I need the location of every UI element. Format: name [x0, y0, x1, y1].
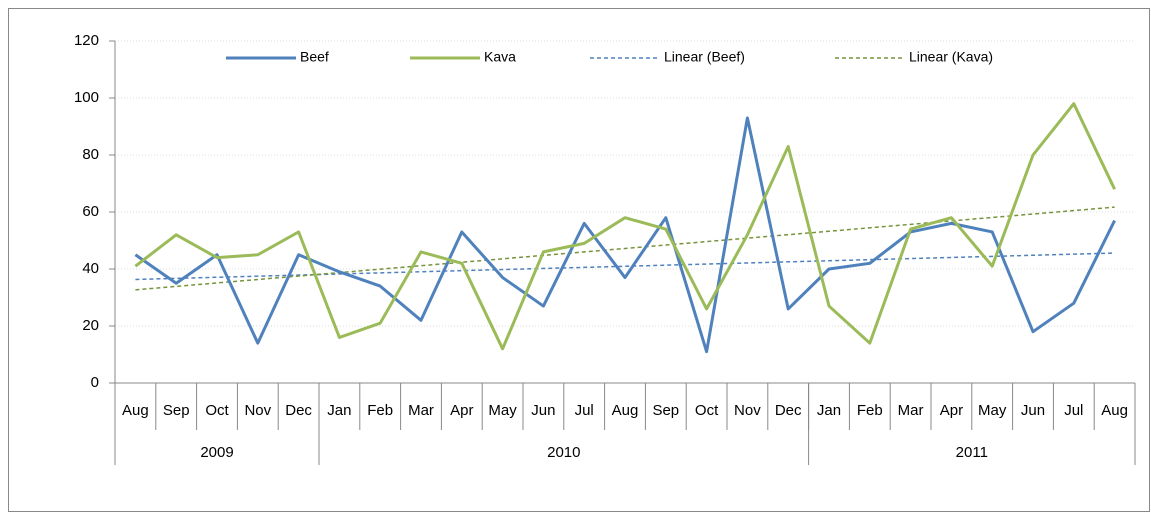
- trendline: [135, 206, 1115, 291]
- x-tick-label: Oct: [205, 402, 229, 419]
- x-tick-label: Aug: [612, 402, 639, 419]
- y-tick-label: 0: [91, 374, 99, 391]
- year-label: 2009: [200, 444, 233, 461]
- y-tick-label: 80: [82, 146, 99, 163]
- x-tick-label: Sep: [652, 402, 679, 419]
- x-tick-label: Jan: [327, 402, 351, 419]
- x-tick-label: Aug: [1101, 402, 1128, 419]
- x-tick-label: Nov: [244, 402, 271, 419]
- legend-label: Beef: [300, 49, 329, 65]
- x-tick-label: Jun: [531, 402, 555, 419]
- y-tick-label: 60: [82, 203, 99, 220]
- x-tick-label: Apr: [940, 402, 963, 419]
- x-tick-label: Mar: [408, 402, 434, 419]
- x-tick-label: Jul: [1064, 402, 1083, 419]
- y-tick-label: 20: [82, 317, 99, 334]
- x-tick-label: Dec: [285, 402, 312, 419]
- x-tick-label: Apr: [450, 402, 473, 419]
- legend-label: Kava: [484, 49, 516, 65]
- year-label: 2011: [956, 444, 988, 461]
- legend-label: Linear (Beef): [664, 49, 745, 65]
- x-tick-label: Oct: [695, 402, 719, 419]
- series-line: [134, 102, 1116, 351]
- x-tick-label: May: [978, 402, 1007, 419]
- x-tick-label: Feb: [857, 402, 883, 419]
- y-tick-label: 40: [82, 260, 99, 277]
- series-line: [134, 116, 1116, 354]
- y-tick-label: 100: [74, 89, 99, 106]
- x-tick-label: Nov: [734, 402, 761, 419]
- x-tick-label: Mar: [898, 402, 924, 419]
- x-tick-label: May: [488, 402, 517, 419]
- x-tick-label: Sep: [163, 402, 190, 419]
- x-tick-label: Jun: [1021, 402, 1045, 419]
- x-tick-label: Jul: [575, 402, 594, 419]
- x-tick-label: Jan: [817, 402, 841, 419]
- y-tick-label: 120: [74, 32, 99, 49]
- x-tick-label: Feb: [367, 402, 393, 419]
- legend-label: Linear (Kava): [909, 49, 993, 65]
- chart-border: [8, 8, 1150, 512]
- year-label: 2010: [547, 444, 580, 461]
- x-tick-label: Dec: [775, 402, 802, 419]
- trendline: [135, 252, 1115, 281]
- x-tick-label: Aug: [122, 402, 149, 419]
